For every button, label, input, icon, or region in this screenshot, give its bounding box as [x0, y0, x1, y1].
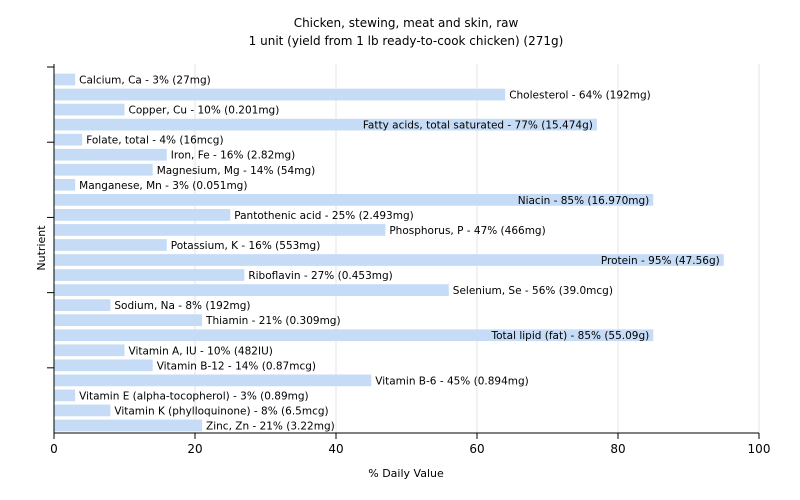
bar-label: Phosphorus, P - 47% (466mg) — [389, 225, 545, 237]
bar-label: Total lipid (fat) - 85% (55.09g) — [490, 330, 649, 342]
bar — [54, 284, 449, 296]
bar-label: Pantothenic acid - 25% (2.493mg) — [234, 210, 413, 222]
bar — [54, 163, 153, 176]
bar-label: Riboflavin - 27% (0.453mg) — [248, 270, 392, 282]
bar-label: Vitamin K (phylloquinone) - 8% (6.5mcg) — [114, 405, 328, 417]
bar — [54, 148, 167, 161]
bar — [54, 88, 506, 101]
bar-label: Zinc, Zn - 21% (3.22mg) — [206, 420, 335, 432]
bar — [54, 419, 203, 432]
x-tick-label: 100 — [748, 442, 771, 456]
bar-label: Vitamin B-12 - 14% (0.87mcg) — [157, 360, 316, 372]
bar-label: Niacin - 85% (16.970mg) — [518, 195, 650, 207]
bar — [54, 103, 125, 116]
bar-label: Folate, total - 4% (16mcg) — [86, 135, 223, 147]
bar — [54, 329, 654, 342]
bar — [54, 344, 125, 357]
bar — [54, 193, 654, 206]
x-tick-label: 0 — [50, 442, 58, 456]
bar-label: Vitamin E (alpha-tocopherol) - 3% (0.89m… — [79, 390, 309, 402]
x-tick-label: 40 — [328, 442, 343, 456]
bar-label: Vitamin A, IU - 10% (482IU) — [129, 345, 273, 357]
bar-labels: Calcium, Ca - 3% (27mg) Cholesterol - 64%… — [79, 75, 720, 433]
bar-label: Selenium, Se - 56% (39.0mcg) — [453, 285, 613, 297]
chart-subtitle: 1 unit (yield from 1 lb ready-to-cook ch… — [249, 34, 564, 48]
y-axis-label: Nutrient — [35, 225, 48, 271]
bar — [54, 178, 76, 191]
bar — [54, 118, 597, 131]
bar — [54, 133, 83, 146]
bar-label: Magnesium, Mg - 14% (54mg) — [157, 165, 316, 177]
bar — [54, 239, 167, 251]
bars — [54, 73, 724, 432]
bar-label: Thiamin - 21% (0.309mg) — [205, 315, 341, 327]
bar — [54, 389, 76, 402]
bar-label: Cholesterol - 64% (192mg) — [509, 90, 651, 102]
axes: 0 20 40 60 80 100 — [47, 64, 770, 456]
bar — [54, 314, 203, 327]
bar — [54, 269, 245, 281]
bar — [54, 209, 231, 221]
bar-label: Protein - 95% (47.56g) — [601, 255, 720, 267]
bar-label: Calcium, Ca - 3% (27mg) — [79, 75, 211, 87]
chart-title: Chicken, stewing, meat and skin, raw — [294, 16, 519, 30]
bar-label: Potassium, K - 16% (553mg) — [171, 240, 321, 252]
bar-label: Manganese, Mn - 3% (0.051mg) — [79, 180, 247, 192]
bar — [54, 404, 111, 417]
bar-label: Sodium, Na - 8% (192mg) — [114, 300, 250, 312]
bar — [54, 299, 111, 312]
x-tick-label: 80 — [610, 442, 625, 456]
bar — [54, 374, 372, 387]
bar — [54, 224, 386, 236]
bar — [54, 254, 724, 266]
bar — [54, 359, 153, 372]
bar-label: Fatty acids, total saturated - 77% (15.4… — [363, 120, 593, 132]
x-axis-label: % Daily Value — [368, 467, 444, 480]
bar — [54, 73, 76, 86]
x-tick-label: 60 — [469, 442, 484, 456]
x-tick-label: 20 — [187, 442, 202, 456]
bar-label: Copper, Cu - 10% (0.201mg) — [129, 105, 280, 117]
bar-label: Vitamin B-6 - 45% (0.894mg) — [375, 375, 529, 387]
bar-label: Iron, Fe - 16% (2.82mg) — [171, 150, 295, 162]
